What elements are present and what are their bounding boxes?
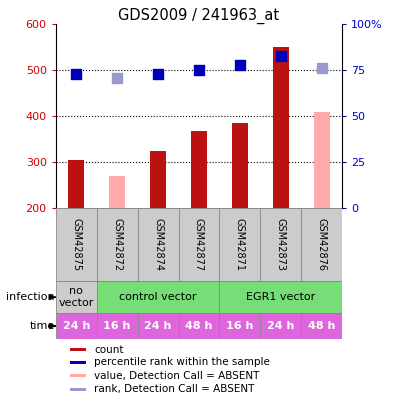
Bar (219, 281, 342, 313)
Bar (260, 313, 301, 339)
Bar (179, 208, 219, 281)
Bar (56, 281, 97, 313)
Bar (314, 111, 330, 208)
Bar (97, 281, 219, 313)
Bar (70, 348, 86, 351)
Bar (109, 176, 125, 208)
Text: 16 h: 16 h (103, 321, 131, 331)
Text: control vector: control vector (119, 292, 197, 302)
Bar (179, 313, 219, 339)
Bar (56, 313, 97, 339)
Bar (70, 374, 86, 377)
Text: EGR1 vector: EGR1 vector (246, 292, 316, 302)
Text: GSM42872: GSM42872 (112, 218, 122, 271)
Bar (56, 208, 97, 281)
Point (237, 62, 243, 68)
Bar (138, 208, 179, 281)
Text: GSM42871: GSM42871 (235, 218, 245, 271)
Text: no
vector: no vector (59, 286, 94, 308)
Point (114, 75, 120, 81)
Bar (301, 313, 342, 339)
Text: GSM42875: GSM42875 (71, 218, 81, 271)
Text: 24 h: 24 h (62, 321, 90, 331)
Bar (97, 313, 138, 339)
Bar (191, 131, 207, 208)
Bar (232, 123, 248, 208)
Text: rank, Detection Call = ABSENT: rank, Detection Call = ABSENT (94, 384, 255, 394)
Bar (70, 388, 86, 391)
Point (196, 67, 202, 73)
Point (278, 52, 284, 59)
Text: GSM42876: GSM42876 (317, 218, 327, 271)
Text: GSM42877: GSM42877 (194, 218, 204, 271)
Bar (219, 208, 260, 281)
Bar (273, 47, 289, 208)
Text: percentile rank within the sample: percentile rank within the sample (94, 357, 270, 367)
Text: count: count (94, 345, 124, 354)
Title: GDS2009 / 241963_at: GDS2009 / 241963_at (119, 8, 279, 24)
Point (155, 70, 161, 77)
Text: time: time (30, 321, 55, 331)
Point (319, 65, 325, 72)
Text: 48 h: 48 h (308, 321, 336, 331)
Bar (150, 151, 166, 208)
Bar (138, 313, 179, 339)
Text: infection: infection (6, 292, 55, 302)
Point (73, 70, 79, 77)
Text: 16 h: 16 h (226, 321, 254, 331)
Text: GSM42873: GSM42873 (276, 218, 286, 271)
Bar (219, 313, 260, 339)
Text: 48 h: 48 h (185, 321, 213, 331)
Bar (70, 361, 86, 364)
Text: 24 h: 24 h (267, 321, 295, 331)
Text: value, Detection Call = ABSENT: value, Detection Call = ABSENT (94, 371, 260, 381)
Bar (97, 208, 138, 281)
Bar (68, 160, 84, 208)
Text: 24 h: 24 h (144, 321, 172, 331)
Bar (260, 208, 301, 281)
Bar (301, 208, 342, 281)
Text: GSM42874: GSM42874 (153, 218, 163, 271)
